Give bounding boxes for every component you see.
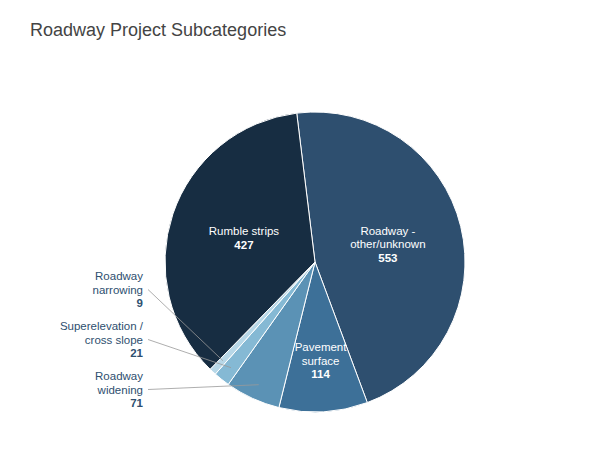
leader-line [148, 340, 231, 368]
slice-label-line: Pavement [295, 341, 348, 353]
slices [165, 112, 465, 412]
data-label: 114 [311, 368, 330, 380]
slice-label: Superelevation / cross slope [60, 320, 144, 346]
slice-label-line: surface [302, 355, 340, 367]
slice-label-line: Roadway [95, 370, 143, 382]
slice-label-line: Roadway [95, 270, 143, 282]
slice-label-line: cross slope [85, 334, 143, 346]
leader-line [148, 290, 223, 361]
slice-label-line: other/unknown [350, 238, 425, 250]
chart: Roadway Project Subcategories Roadway -ot… [0, 0, 600, 475]
title: Roadway Project Subcategories [30, 20, 286, 40]
slice-label: Roadway narrowing [93, 270, 144, 296]
slice [165, 113, 315, 369]
slice-label-line: widening [97, 384, 143, 396]
slice-label: Roadway -other/unknown [350, 225, 425, 251]
slice-label: Pavement surface [295, 341, 348, 367]
slice-label: Roadway widening [95, 370, 143, 396]
data-label: 9 [137, 297, 143, 309]
data-label: 21 [130, 347, 143, 359]
data-label: 71 [130, 397, 143, 409]
slice [297, 112, 465, 403]
leader-line [148, 385, 259, 390]
slice-label-line: Rumble strips [209, 225, 280, 237]
labels: Roadway -other/unknown553Pavementsurface… [60, 225, 426, 409]
data-label: 427 [234, 239, 253, 251]
slice-label: Rumble strips [209, 225, 280, 237]
slice-label-line: Superelevation / [60, 320, 144, 332]
slice-label-line: narrowing [93, 284, 144, 296]
slice-label-line: Roadway - [360, 225, 415, 237]
data-label: 553 [378, 252, 397, 264]
